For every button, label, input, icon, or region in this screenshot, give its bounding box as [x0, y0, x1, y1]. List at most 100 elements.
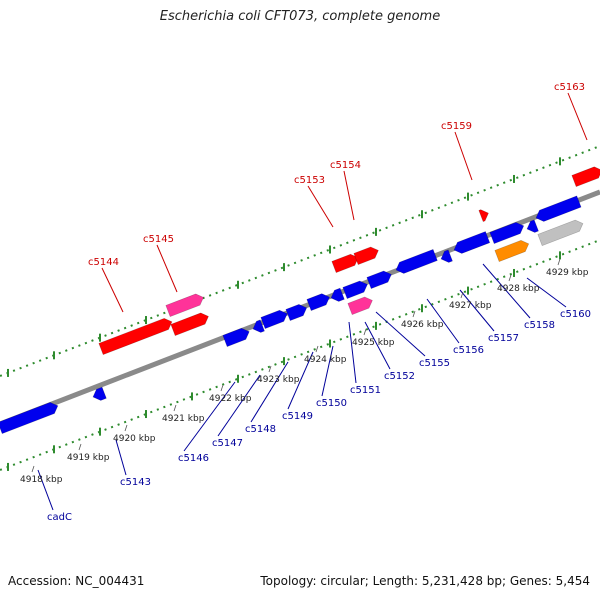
- reverse-gene-label: c5146: [178, 453, 209, 464]
- reverse-gene-label: c5149: [282, 411, 313, 422]
- scale-label-connector: [557, 258, 561, 266]
- scale-label-connector: [124, 424, 128, 432]
- scale-label: 4925 kbp: [352, 338, 395, 348]
- reverse-gene-label: c5156: [453, 345, 484, 356]
- forward-gene-label: c5153: [294, 175, 325, 186]
- forward-label-leader: [343, 170, 355, 221]
- gene-arrow: [342, 280, 368, 299]
- scale-label: 4926 kbp: [401, 320, 444, 330]
- inner-track-line: [0, 239, 600, 471]
- scale-label: 4920 kbp: [113, 434, 156, 444]
- forward-gene-label: c5159: [441, 121, 472, 132]
- reverse-gene-labels: cadCc5143c5146c5147c5148c5149c5150c5151c…: [47, 309, 591, 523]
- gene-arrow: [526, 219, 539, 233]
- gene-arrow: [170, 312, 209, 336]
- map-title: Escherichia coli CFT073, complete genome: [159, 9, 441, 24]
- gene-arrow: [260, 309, 288, 329]
- reverse-gene-label: cadC: [47, 512, 72, 523]
- gene-arrow: [353, 246, 379, 265]
- reverse-label-leader: [526, 277, 567, 308]
- label-leader-lines: [37, 92, 588, 511]
- reverse-label-leader: [459, 289, 495, 332]
- reverse-label-leader: [375, 311, 426, 357]
- gene-arrow: [285, 304, 308, 321]
- scale-label-connector: [363, 328, 367, 336]
- scale-label: 4919 kbp: [67, 453, 110, 463]
- scale-label: 4918 kbp: [20, 475, 63, 485]
- gene-features: [0, 166, 600, 434]
- gene-arrow: [453, 231, 491, 254]
- reverse-label-leader: [426, 298, 460, 344]
- scale-label-connector: [315, 345, 319, 353]
- reverse-label-leader: [321, 345, 334, 397]
- scale-label-connector: [173, 404, 177, 412]
- gene-arrow: [98, 317, 173, 355]
- gene-arrow: [92, 386, 107, 401]
- scale-label: 4921 kbp: [162, 414, 205, 424]
- accession-text: Accession: NC_004431: [8, 574, 145, 588]
- reverse-label-leader: [115, 439, 127, 476]
- scale-label-connector: [412, 310, 416, 318]
- gene-arrow: [395, 248, 438, 274]
- reverse-gene-label: c5147: [212, 438, 243, 449]
- scale-label: 4923 kbp: [257, 375, 300, 385]
- reverse-gene-label: c5151: [350, 385, 381, 396]
- scale-ticks: [7, 157, 561, 471]
- scale-label: 4929 kbp: [546, 268, 589, 278]
- reverse-label-leader: [37, 469, 54, 511]
- reverse-label-leader: [287, 351, 314, 410]
- scale-label: 4927 kbp: [449, 301, 492, 311]
- reverse-gene-label: c5143: [120, 477, 151, 488]
- reverse-label-leader: [250, 361, 289, 423]
- gene-arrow: [0, 402, 59, 434]
- forward-gene-label: c5163: [554, 82, 585, 93]
- genome-summary-text: Topology: circular; Length: 5,231,428 bp…: [260, 574, 590, 588]
- forward-label-leader: [454, 131, 473, 181]
- gene-arrow: [537, 219, 584, 246]
- reverse-gene-label: c5158: [524, 320, 555, 331]
- reverse-gene-label: c5152: [384, 371, 415, 382]
- gene-arrow: [478, 209, 489, 222]
- reverse-gene-label: c5148: [245, 424, 276, 435]
- gene-arrow: [535, 195, 582, 222]
- scale-label: 4928 kbp: [497, 284, 540, 294]
- scale-label-connector: [78, 443, 82, 451]
- reverse-gene-label: c5150: [316, 398, 347, 409]
- scale-label: 4924 kbp: [304, 355, 347, 365]
- scale-label-connector: [220, 384, 224, 392]
- forward-gene-label: c5145: [143, 234, 174, 245]
- scale-label-connector: [31, 465, 35, 473]
- forward-gene-labels: c5144 c5145 c5153 c5154 c5159 c5163: [88, 82, 585, 268]
- reverse-gene-label: c5157: [488, 333, 519, 344]
- gene-arrow: [222, 327, 250, 347]
- gene-arrow: [347, 296, 373, 315]
- gene-arrow: [494, 240, 530, 262]
- gene-arrow: [252, 319, 265, 333]
- gene-arrow: [440, 249, 453, 263]
- gene-arrow: [165, 293, 204, 317]
- gene-arrow: [571, 166, 600, 187]
- gene-arrow: [489, 222, 525, 244]
- scale-label-connector: [508, 274, 512, 282]
- forward-label-leader: [307, 185, 334, 228]
- gene-arrow: [331, 253, 359, 273]
- scale-label-connector: [460, 291, 464, 299]
- scale-label-connector: [268, 365, 272, 373]
- forward-gene-label: c5154: [330, 160, 361, 171]
- scale-label: 4922 kbp: [209, 394, 252, 404]
- forward-gene-label: c5144: [88, 257, 119, 268]
- forward-label-leader: [567, 92, 588, 141]
- reverse-label-leader: [183, 381, 236, 452]
- reverse-label-leader: [217, 374, 261, 437]
- gene-arrow: [330, 287, 345, 302]
- gene-arrow: [306, 293, 330, 311]
- reverse-label-leader: [348, 321, 357, 384]
- gene-arrow: [366, 270, 392, 289]
- reverse-label-leader: [364, 321, 391, 370]
- reverse-label-leader: [482, 263, 531, 319]
- forward-label-leader: [156, 244, 178, 293]
- forward-label-leader: [101, 267, 124, 313]
- inner-dotted-track: [0, 239, 600, 471]
